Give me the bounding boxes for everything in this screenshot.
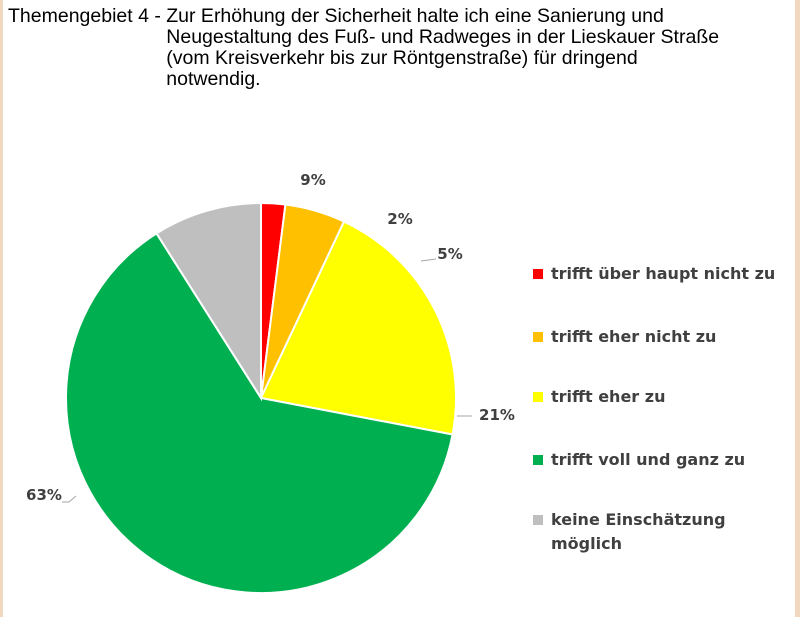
chart-title-line: notwendig. [166, 68, 261, 90]
data-label-leader-line [420, 258, 437, 262]
chart-title-line: Neugestaltung des Fuß- und Radweges in d… [166, 26, 720, 48]
legend-item: trifft über haupt nicht zu [533, 264, 775, 286]
legend-label: trifft eher zu [551, 387, 666, 406]
data-label: 2% [387, 210, 412, 228]
legend-label: trifft eher nicht zu [551, 327, 717, 346]
chart-title: Themengebiet 4 - Zur Erhöhung der Sicher… [8, 6, 768, 90]
pie-slice [259, 220, 457, 436]
legend-label: trifft voll und ganz zu [551, 450, 746, 469]
legend-item: trifft voll und ganz zu [533, 450, 745, 472]
chart-title-prefix: Themengebiet 4 - [8, 5, 167, 27]
legend-label: trifft über haupt nicht zu [551, 264, 776, 283]
legend-swatch [533, 332, 543, 342]
chart-title-line: (vom Kreisverkehr bis zur Röntgenstraße)… [166, 47, 638, 69]
chart-title-body: Zur Erhöhung der Sicherheit halte ich ei… [166, 6, 768, 90]
frame-left-border [0, 0, 3, 617]
pie-slice [155, 201, 262, 402]
data-label: 5% [437, 245, 462, 263]
legend-swatch [533, 392, 543, 402]
legend-label: keine Einschätzung möglich [551, 510, 726, 553]
legend-item: trifft eher nicht zu [533, 327, 716, 349]
data-label: 9% [300, 171, 325, 189]
chart-title-line: Zur Erhöhung der Sicherheit halte ich ei… [166, 5, 664, 27]
legend-item: trifft eher zu [533, 387, 665, 409]
legend-swatch [533, 515, 543, 525]
legend-item: keine Einschätzung möglich [533, 510, 751, 556]
legend-swatch [533, 455, 543, 465]
data-label: 21% [479, 406, 515, 424]
pie-slice [65, 231, 454, 594]
legend-swatch [533, 269, 543, 279]
frame-right-border [795, 0, 800, 617]
data-label-leader-line [62, 495, 77, 503]
data-label: 63% [26, 486, 62, 504]
